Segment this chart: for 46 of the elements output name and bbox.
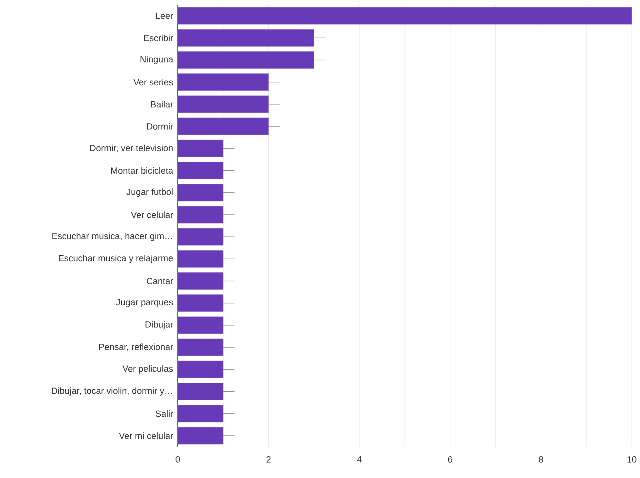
y-tick-label: Dibujar (146, 321, 174, 330)
x-tick-label: 6 (448, 456, 452, 463)
bar (178, 294, 224, 312)
x-tick-label: 2 (266, 456, 271, 463)
bar (178, 427, 224, 445)
y-tick-label: Dibujar, tocar violin, dormir y… (52, 388, 172, 396)
bar (178, 338, 224, 356)
y-tick-label: Ver celular (131, 212, 174, 218)
y-tick-label: Cantar (147, 278, 174, 284)
y-tick-label: Jugar futbol (126, 188, 173, 198)
y-tick-label: Salir (156, 410, 174, 418)
bar (178, 250, 224, 268)
y-tick-label: Ver peliculas (122, 365, 174, 374)
y-tick-label: Jugar parques (116, 299, 174, 308)
bar (178, 383, 224, 400)
y-tick-label: Montar bicicleta (111, 167, 174, 174)
y-tick-label: Pensar, reflexionar (99, 344, 174, 352)
bar (178, 29, 314, 47)
y-tick-label: Escuchar musica y relajarme (59, 254, 174, 264)
y-tick-label: Ver series (134, 79, 174, 86)
y-tick-label: Dormir, ver television (90, 144, 173, 152)
x-tick-label: 8 (539, 456, 544, 463)
bar (178, 140, 224, 158)
bar (178, 206, 224, 224)
y-tick-label: Ver mi celular (119, 432, 174, 440)
x-tick-label: 10 (628, 456, 637, 463)
bar (178, 360, 224, 378)
x-tick-label: 0 (176, 456, 180, 463)
bar (178, 7, 632, 25)
y-tick-label: Escribir (144, 34, 174, 42)
bar (178, 316, 224, 334)
bar (178, 272, 224, 290)
bar (178, 228, 224, 246)
bar (178, 118, 269, 136)
y-tick-label: Ninguna (140, 56, 174, 64)
y-tick-label: Leer (156, 12, 174, 20)
bar (178, 74, 269, 92)
y-tick-label: Dormir (147, 123, 174, 130)
bar (178, 52, 314, 69)
bar (178, 162, 224, 180)
bar (178, 96, 269, 114)
x-tick-label: 4 (357, 456, 362, 463)
bar (178, 405, 224, 423)
y-tick-label: Escuchar musica, hacer gim… (52, 232, 172, 242)
bar (178, 184, 224, 202)
y-tick-label: Bailar (151, 101, 174, 108)
